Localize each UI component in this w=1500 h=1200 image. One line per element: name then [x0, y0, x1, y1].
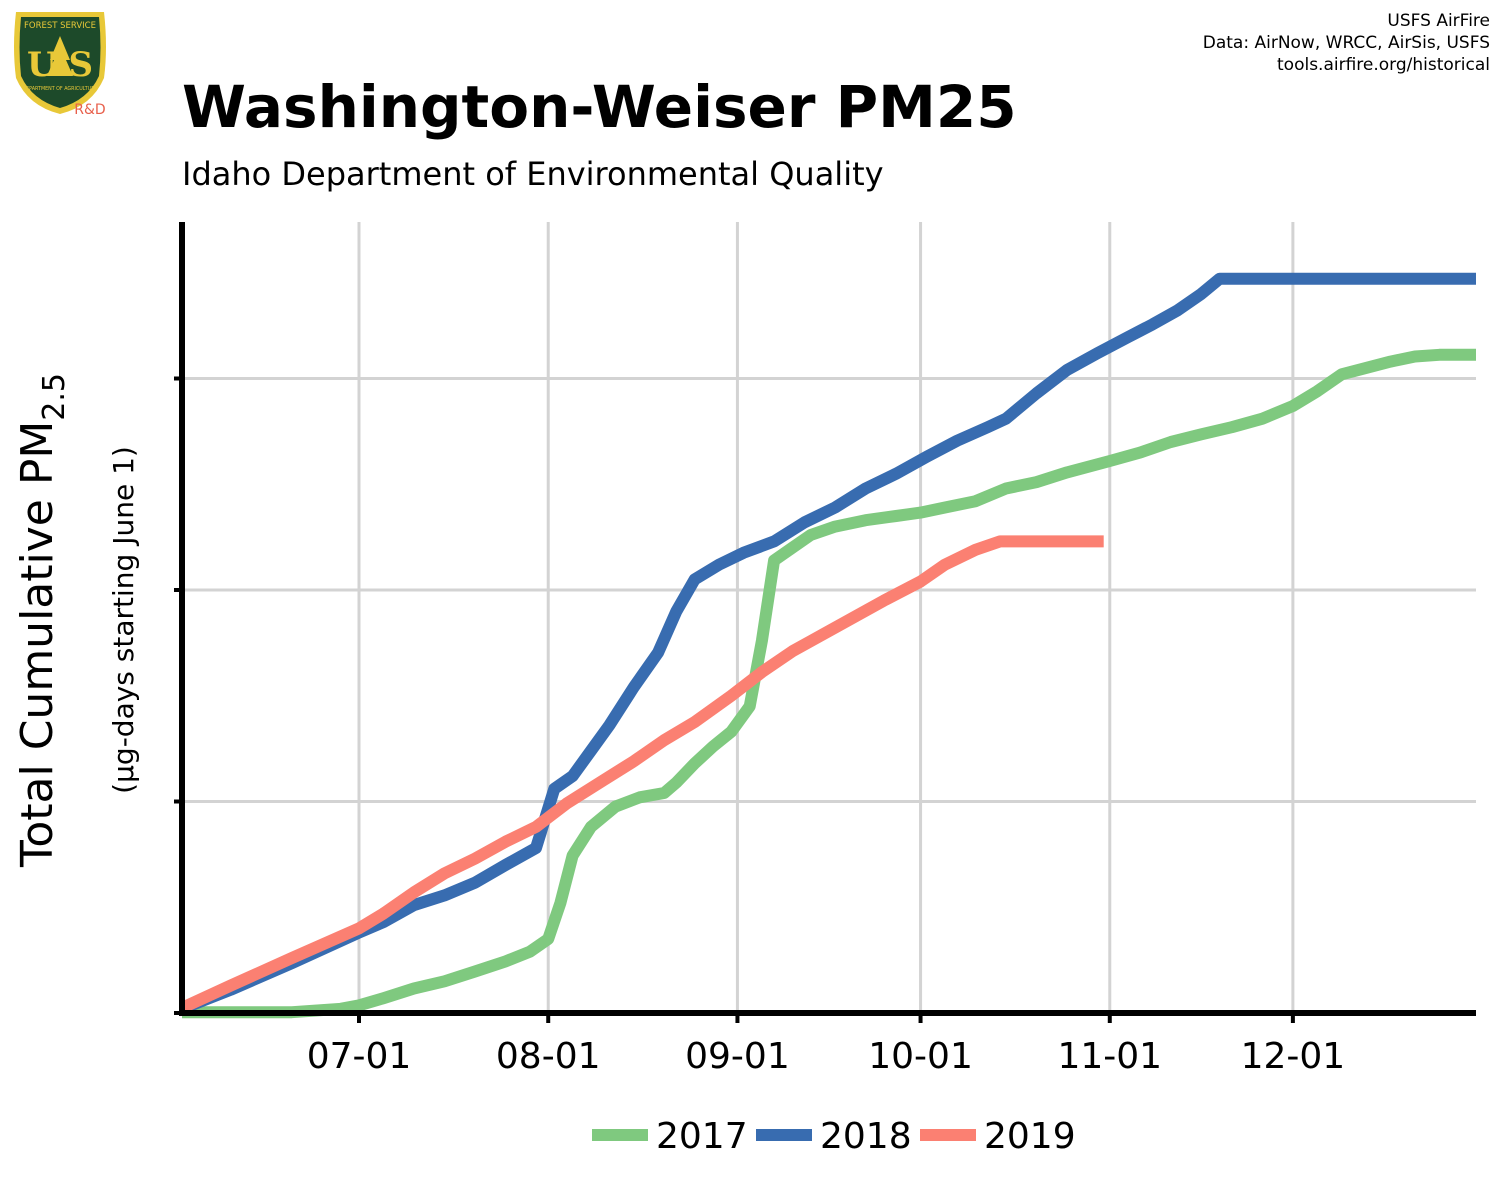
y-axis-label-subscript: 2.5 — [37, 373, 72, 421]
y-axis-label-main: Total Cumulative PM — [12, 421, 63, 868]
y-axis-note: (µg-days starting June 1) — [107, 446, 140, 794]
series-line-2019 — [179, 535, 1104, 1014]
x-tick-label: 07-01 — [307, 1036, 412, 1077]
legend: 2017 2018 2019 — [592, 1116, 1076, 1157]
credit-line: tools.airfire.org/historical — [1277, 55, 1490, 75]
series-line-2018 — [179, 272, 1476, 1015]
legend-label-2017: 2017 — [656, 1116, 748, 1157]
logo-arc-text: FOREST SERVICE — [24, 21, 96, 31]
legend-label-2018: 2018 — [820, 1116, 912, 1157]
grid — [182, 222, 1476, 1013]
chart-subtitle: Idaho Department of Environmental Qualit… — [182, 155, 884, 193]
x-tick-labels: 07-01 08-01 09-01 10-01 11-01 12-01 — [307, 1036, 1345, 1077]
series-lines — [179, 272, 1476, 1019]
chart-title: Washington-Weiser PM25 — [182, 73, 1017, 141]
tree-icon — [47, 36, 73, 76]
x-tick-label: 09-01 — [685, 1036, 790, 1077]
credit-line: USFS AirFire — [1387, 11, 1490, 31]
axes — [174, 222, 1476, 1023]
usfs-logo: FOREST SERVICE U S DEPARTMENT OF AGRICUL… — [14, 12, 106, 118]
logo-tag: R&D — [74, 102, 105, 118]
x-tick-label: 12-01 — [1241, 1036, 1346, 1077]
series-line-2017 — [182, 348, 1476, 1019]
y-axis-label: Total Cumulative PM2.5 — [12, 373, 72, 868]
x-tick-label: 11-01 — [1057, 1036, 1162, 1077]
x-tick-label: 10-01 — [868, 1036, 973, 1077]
credit-line: Data: AirNow, WRCC, AirSis, USFS — [1202, 33, 1490, 53]
logo-bottom-text: DEPARTMENT OF AGRICULTURE — [22, 86, 97, 92]
x-tick-label: 08-01 — [496, 1036, 601, 1077]
credits: USFS AirFire Data: AirNow, WRCC, AirSis,… — [1203, 10, 1490, 76]
legend-label-2019: 2019 — [984, 1116, 1076, 1157]
